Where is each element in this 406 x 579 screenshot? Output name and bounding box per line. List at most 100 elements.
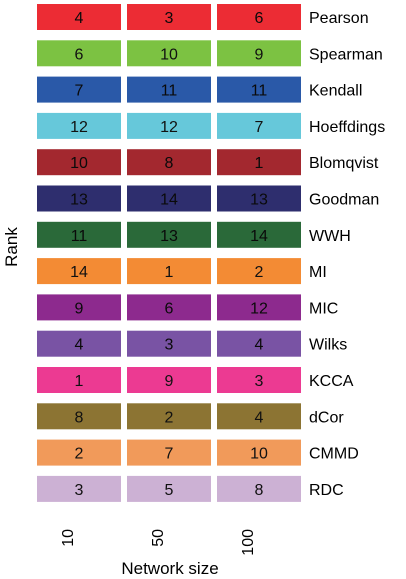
row-label: Spearman — [309, 46, 383, 63]
cell-value-label: 14 — [70, 264, 88, 281]
cell-value-label: 4 — [75, 10, 84, 27]
cell-value-label: 6 — [75, 46, 84, 63]
row-label: RDC — [309, 482, 344, 499]
heatmap-cell — [217, 40, 301, 67]
cell-value-label: 13 — [160, 228, 178, 245]
heatmap-cell — [37, 76, 121, 103]
cell-value-label: 11 — [251, 83, 268, 100]
heatmap-cell — [127, 367, 211, 393]
cell-value-label: 12 — [160, 119, 178, 136]
heatmap-cell — [127, 185, 211, 212]
column-labels: 10 50 100 — [60, 529, 257, 556]
cell-value-label: 3 — [165, 337, 174, 354]
cell-value-label: 10 — [70, 155, 88, 172]
heatmap-cell — [37, 221, 121, 248]
cell-value-label: 13 — [70, 192, 88, 209]
x-axis-title: Network size — [121, 559, 218, 578]
cell-value-label: 9 — [165, 373, 174, 390]
heatmap-cell — [37, 258, 121, 285]
cell-value-label: 11 — [161, 83, 178, 100]
cell-value-label: 5 — [165, 482, 174, 499]
row-label: CMMD — [309, 446, 359, 463]
heatmap-cell — [37, 185, 121, 212]
heatmap-cell — [127, 76, 211, 103]
heatmap-cell — [217, 439, 301, 466]
heatmap-cell — [217, 112, 301, 139]
heatmap-cell — [127, 149, 211, 176]
heatmap-cell — [217, 76, 301, 103]
cell-value-label: 4 — [255, 337, 264, 354]
cell-value-label: 7 — [165, 446, 174, 463]
row-labels: Pearson Spearman Kendall Hoeffdings Blomqvis… — [309, 10, 385, 499]
heatmap-cell — [127, 40, 211, 67]
heatmap-cell — [127, 221, 211, 248]
heatmap-cell — [37, 475, 121, 502]
column-tick-label: 50 — [150, 529, 167, 547]
heatmap-cell — [127, 330, 211, 357]
heatmap-cell — [127, 112, 211, 139]
cell-value-label: 13 — [250, 192, 268, 209]
heatmap-cell — [37, 4, 121, 30]
row-label: dCor — [309, 409, 344, 426]
row-label: Pearson — [309, 10, 369, 27]
column-tick-label: 10 — [60, 529, 77, 547]
heatmap-cell — [127, 439, 211, 466]
cell-value-label: 8 — [255, 482, 264, 499]
cell-value-label: 9 — [255, 46, 264, 63]
row-label: Wilks — [309, 337, 347, 354]
row-label: MI — [309, 264, 327, 281]
cell-value-label: 2 — [75, 446, 84, 463]
cell-value-label: 4 — [255, 409, 264, 426]
heatmap-cell — [217, 4, 301, 30]
heatmap-cell — [37, 294, 121, 321]
cell-value-label: 12 — [250, 300, 268, 317]
heatmap-cell — [217, 221, 301, 248]
cell-value-label: 10 — [250, 446, 268, 463]
heatmap-cell — [127, 4, 211, 30]
heatmap-cell — [127, 294, 211, 321]
heatmap-cell — [127, 258, 211, 285]
cell-value-label: 3 — [75, 482, 84, 499]
cell-value-label: 1 — [255, 155, 264, 172]
heatmap-cell — [217, 367, 301, 393]
cell-value-label: 14 — [160, 192, 178, 209]
row-label: WWH — [309, 228, 351, 245]
heatmap-cell — [217, 185, 301, 212]
heatmap-cell — [37, 112, 121, 139]
heatmap-cell — [37, 403, 121, 430]
row-label: Goodman — [309, 192, 379, 209]
cell-value-label: 14 — [250, 228, 268, 245]
heatmap-cell — [37, 40, 121, 67]
cell-value-label: 1 — [165, 264, 174, 281]
row-label: MIC — [309, 300, 338, 317]
cell-value-label: 7 — [75, 83, 84, 100]
column-tick-label: 100 — [240, 529, 257, 556]
cell-value-label: 4 — [75, 337, 84, 354]
cell-value-label: 9 — [75, 300, 84, 317]
heatmap-cell — [217, 475, 301, 502]
heatmap-cell — [37, 439, 121, 466]
row-label: Hoeffdings — [309, 119, 385, 136]
cell-value-label: 12 — [70, 119, 88, 136]
heatmap-cell — [217, 258, 301, 285]
cell-value-label: 11 — [71, 228, 88, 245]
cell-value-label: 8 — [165, 155, 174, 172]
heatmap-cell — [127, 475, 211, 502]
row-label: Kendall — [309, 83, 362, 100]
cell-value-label: 2 — [255, 264, 264, 281]
heatmap-cell — [217, 403, 301, 430]
cell-value-label: 6 — [165, 300, 174, 317]
cell-value-label: 3 — [165, 10, 174, 27]
heatmap-cell — [127, 403, 211, 430]
cell-value-label: 1 — [75, 373, 84, 390]
heatmap-cell — [217, 294, 301, 321]
heatmap-cell — [217, 330, 301, 357]
y-axis-title: Rank — [2, 227, 21, 267]
heatmap-cell — [37, 330, 121, 357]
heatmap-cell — [217, 149, 301, 176]
cell-value-label: 2 — [165, 409, 174, 426]
cell-value-label: 10 — [160, 46, 178, 63]
cell-value-label: 3 — [255, 373, 264, 390]
